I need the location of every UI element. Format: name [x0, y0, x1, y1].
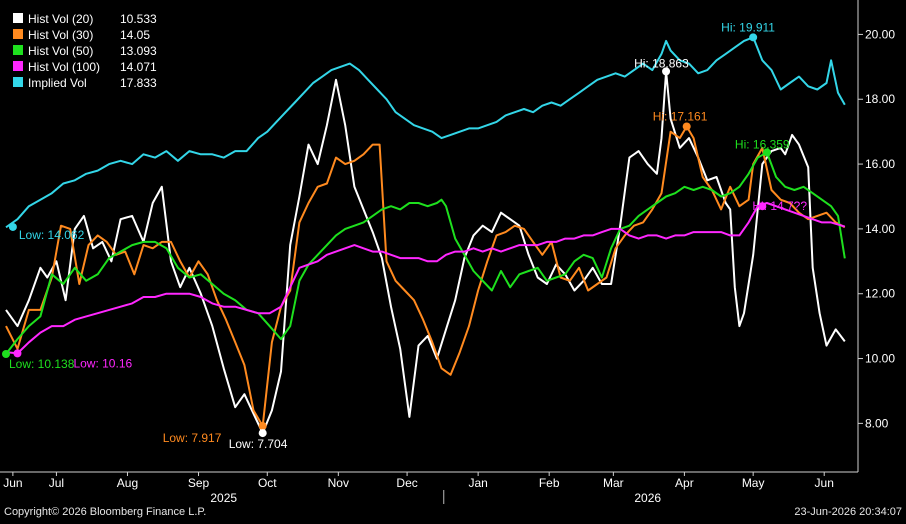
- extreme-marker: [258, 421, 267, 430]
- extreme-marker: [758, 202, 767, 211]
- annotation-label: Low: 7.917: [163, 431, 222, 445]
- y-tick-label: 8.00: [865, 416, 889, 430]
- x-tick-label: Mar: [603, 476, 624, 490]
- y-tick-label: 14.00: [865, 222, 895, 236]
- extreme-marker: [258, 429, 267, 438]
- x-axis: Jun Jul Aug Sep Oct Nov Dec Jan Feb Mar Apr May Jun 2…: [0, 471, 858, 505]
- x-tick-label: Jul: [49, 476, 64, 490]
- timestamp-text: 23-Jun-2026 20:34:07: [794, 506, 902, 518]
- x-tick-label: Sep: [188, 476, 210, 490]
- year-label: 2026: [634, 491, 661, 505]
- y-tick-label: 10.00: [865, 352, 895, 366]
- annotation-label: Hi: 19.911: [721, 20, 775, 34]
- annotation-label: Low: 10.16: [73, 356, 132, 370]
- annotation-label: Low: 10.138: [9, 357, 75, 371]
- series-line: [5, 36, 846, 229]
- x-tick-label: Jun: [815, 476, 834, 490]
- x-tick-label: Apr: [675, 476, 694, 490]
- extreme-marker: [662, 67, 671, 76]
- annotation-label: Low: 7.704: [229, 437, 288, 451]
- extreme-marker: [8, 222, 17, 231]
- y-axis: 8.00 10.00 12.00 14.00 16.00 18.00 20.00: [857, 0, 895, 472]
- x-tick-label: Nov: [328, 476, 349, 490]
- extreme-marker: [13, 349, 22, 358]
- legend-swatch: [13, 45, 23, 55]
- annotations: Low: 14.062 Low: 10.138 Low: 10.16 Low: 7.9…: [9, 20, 807, 451]
- legend-swatch: [13, 77, 23, 87]
- legend-value: 14.071: [120, 60, 157, 74]
- legend-swatch: [13, 29, 23, 39]
- extreme-marker: [682, 122, 691, 131]
- annotation-label: Low: 14.062: [19, 228, 85, 242]
- legend-value: 14.05: [120, 28, 150, 42]
- x-tick-label: Dec: [396, 476, 417, 490]
- x-tick-label: Feb: [539, 476, 560, 490]
- legend-name: Hist Vol (50): [28, 44, 93, 58]
- copyright-text: Copyright© 2026 Bloomberg Finance L.P.: [4, 506, 207, 518]
- legend-name: Hist Vol (30): [28, 28, 93, 42]
- annotation-label: Hi: 14.7??: [752, 199, 807, 213]
- y-tick-label: 16.00: [865, 157, 895, 171]
- legend-swatch: [13, 61, 23, 71]
- legend-value: 17.833: [120, 76, 157, 90]
- legend-value: 13.093: [120, 44, 157, 58]
- year-label: 2025: [210, 491, 237, 505]
- series-line: [5, 70, 846, 435]
- series-line: [5, 151, 846, 355]
- legend-value: 10.533: [120, 12, 157, 26]
- extreme-markers: [2, 33, 771, 438]
- annotation-label: Hi: 18.863: [634, 56, 689, 70]
- y-tick-label: 18.00: [865, 92, 895, 106]
- series-lines: [5, 36, 846, 435]
- y-tick-label: 20.00: [865, 27, 895, 41]
- legend: Hist Vol (20) 10.533 Hist Vol (30) 14.05 His…: [2, 8, 162, 94]
- x-tick-label: Aug: [117, 476, 138, 490]
- x-tick-label: Jun: [3, 476, 22, 490]
- x-tick-label: May: [742, 476, 765, 490]
- legend-box: [2, 8, 162, 94]
- annotation-label: Hi: 16.359: [735, 137, 790, 151]
- x-tick-label: Oct: [258, 476, 277, 490]
- extreme-marker: [762, 148, 771, 157]
- extreme-marker: [2, 350, 10, 359]
- series-line: [5, 202, 846, 355]
- legend-name: Hist Vol (100): [28, 60, 100, 74]
- legend-name: Implied Vol: [28, 76, 87, 90]
- legend-name: Hist Vol (20): [28, 12, 93, 26]
- annotation-label: Hi: 17.161: [653, 109, 708, 123]
- x-tick-label: Jan: [468, 476, 487, 490]
- series-line: [5, 125, 846, 427]
- y-tick-label: 12.00: [865, 287, 895, 301]
- extreme-marker: [749, 33, 758, 42]
- legend-swatch: [13, 13, 23, 23]
